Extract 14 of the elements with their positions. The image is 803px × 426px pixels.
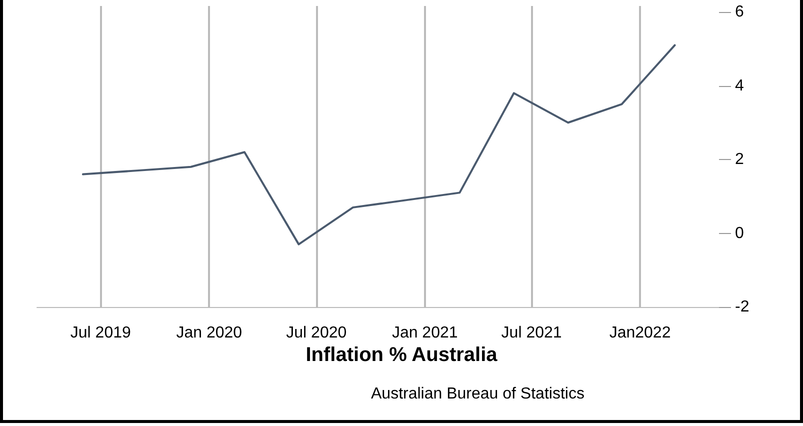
x-tick-label: Jul 2021: [501, 324, 562, 342]
x-tick-label: Jan 2020: [176, 324, 242, 342]
x-tick-label: Jul 2019: [70, 324, 132, 342]
line-series: [82, 44, 676, 246]
y-tick-label: 6: [735, 4, 744, 20]
y-tick-label: -2: [735, 298, 750, 316]
y-tick-label: 4: [735, 77, 744, 94]
text: Australian Bureau of Statistics: [371, 386, 584, 402]
x-tick-label: Jan 2021: [392, 324, 458, 342]
x-tick-label: Jul 2020: [286, 324, 347, 342]
x-tick-label: Jan2022: [609, 324, 671, 342]
text: Inflation % Australia: [306, 344, 498, 366]
y-tick-label: 0: [735, 224, 744, 242]
y-tick-label: 2: [735, 151, 744, 168]
